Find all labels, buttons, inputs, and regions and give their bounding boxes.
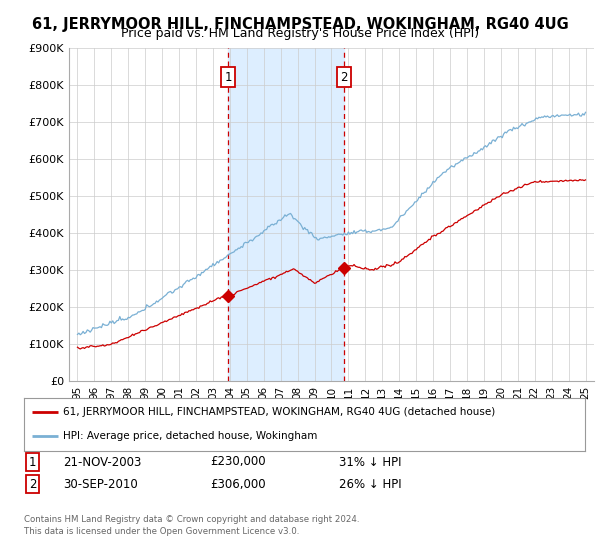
- Bar: [228, 48, 344, 381]
- Text: 1: 1: [29, 455, 36, 469]
- Text: 26% ↓ HPI: 26% ↓ HPI: [339, 478, 401, 491]
- Text: 61, JERRYMOOR HILL, FINCHAMPSTEAD, WOKINGHAM, RG40 4UG (detached house): 61, JERRYMOOR HILL, FINCHAMPSTEAD, WOKIN…: [63, 407, 496, 417]
- Text: 61, JERRYMOOR HILL, FINCHAMPSTEAD, WOKINGHAM, RG40 4UG: 61, JERRYMOOR HILL, FINCHAMPSTEAD, WOKIN…: [32, 17, 568, 32]
- Text: Contains HM Land Registry data © Crown copyright and database right 2024.: Contains HM Land Registry data © Crown c…: [24, 515, 359, 524]
- Text: 30-SEP-2010: 30-SEP-2010: [63, 478, 138, 491]
- Text: 1: 1: [224, 71, 232, 83]
- Text: £306,000: £306,000: [210, 478, 266, 491]
- Text: 2: 2: [340, 71, 348, 83]
- Text: £230,000: £230,000: [210, 455, 266, 469]
- Text: 2: 2: [29, 478, 36, 491]
- Text: 31% ↓ HPI: 31% ↓ HPI: [339, 455, 401, 469]
- Text: Price paid vs. HM Land Registry's House Price Index (HPI): Price paid vs. HM Land Registry's House …: [121, 27, 479, 40]
- Text: 21-NOV-2003: 21-NOV-2003: [63, 455, 142, 469]
- Text: This data is licensed under the Open Government Licence v3.0.: This data is licensed under the Open Gov…: [24, 528, 299, 536]
- Text: HPI: Average price, detached house, Wokingham: HPI: Average price, detached house, Woki…: [63, 431, 317, 441]
